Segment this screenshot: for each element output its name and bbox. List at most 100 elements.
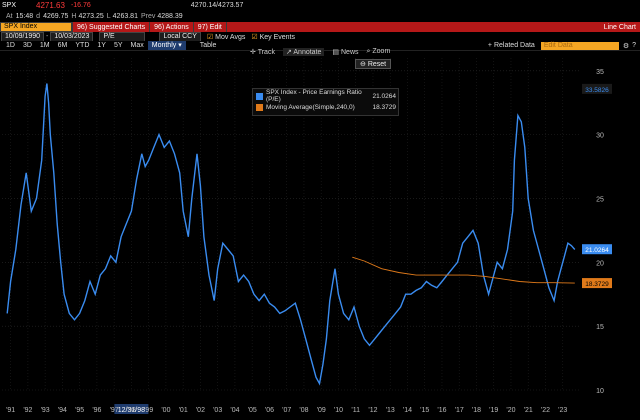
d-label: d — [36, 13, 41, 20]
legend-value-pe: 21.0264 — [372, 92, 397, 100]
period-buttons: 1D 3D 1M 6M YTD 1Y 5Y Max Monthly ▾ — [2, 41, 186, 50]
annotate-label: Annotate — [293, 49, 322, 56]
x-tick-label: '92 — [23, 407, 32, 414]
end-date-input[interactable]: 10/03/2023 — [50, 31, 94, 42]
legend-swatch-orange — [256, 103, 263, 111]
legend-value-ma: 18.3729 — [372, 103, 397, 111]
actions-menu[interactable]: 96) Actions — [150, 22, 193, 32]
last-value-label: 21.0264 — [585, 247, 609, 254]
x-tick-label: '06 — [265, 407, 274, 414]
pe-line-chart[interactable]: 12/31/98 10 15 20 25 30 35 '91 '92 '93 '94 '95 '96… — [0, 50, 640, 420]
line-tool-icon: ↗ — [285, 49, 292, 56]
y-tick-label: 30 — [596, 133, 604, 140]
high-label: H — [71, 13, 77, 20]
suggested-charts-menu[interactable]: 96) Suggested Charts — [73, 22, 150, 32]
x-tick-label: '10 — [334, 407, 343, 414]
start-date-input[interactable]: 10/09/1990 — [1, 31, 45, 42]
last-value-label: 33.5826 — [585, 87, 609, 94]
quote-details: At 15:48 d 4269.75 H 4273.25 L 4263.81 P… — [0, 11, 640, 22]
field-input[interactable]: P/E — [99, 31, 146, 42]
zoom-button[interactable]: ⌕ Zoom — [367, 48, 391, 56]
ticker-symbol[interactable]: SPX — [2, 2, 17, 9]
ticker-header: SPX 4271.63 -16.76 4270.14/4273.57 — [0, 0, 640, 11]
open-price: 4269.75 — [43, 13, 69, 20]
price-change: -16.76 — [70, 2, 91, 9]
plus-icon: + — [487, 42, 492, 49]
checkbox-icon: ☑ — [206, 33, 214, 41]
news-icon: ▤ — [332, 49, 340, 56]
menu-bar: SPX Index 96) Suggested Charts 96) Actio… — [0, 22, 640, 32]
x-tick-label: '98 — [127, 407, 136, 414]
security-field[interactable]: SPX Index — [1, 23, 71, 31]
x-tick-label: '04 — [230, 407, 239, 414]
annotate-button[interactable]: ↗ Annotate — [282, 48, 325, 56]
related-data-label: Related Data — [493, 42, 535, 49]
period-6m[interactable]: 6M — [57, 42, 68, 49]
x-tick-label: '97 — [110, 407, 119, 414]
quote-time: 15:48 — [15, 13, 34, 20]
chart-controls: 10/09/1990 - 10/03/2023 P/E Local CCY ☑ … — [0, 31, 640, 42]
period-monthly[interactable]: Monthly ▾ — [147, 41, 186, 50]
key-events-toggle[interactable]: ☑ Key Events — [251, 33, 295, 41]
x-tick-label: '22 — [541, 407, 550, 414]
x-tick-label: '09 — [317, 407, 326, 414]
mov-avgs-toggle[interactable]: ☑ Mov Avgs — [207, 33, 245, 41]
reset-button[interactable]: ⊖ Reset — [355, 59, 392, 69]
pe-series-line — [6, 83, 576, 386]
key-events-label: Key Events — [259, 33, 296, 41]
y-axis-ticks: 10 15 20 25 30 35 — [596, 69, 604, 395]
last-value-box — [582, 244, 612, 255]
x-tick-label: '18 — [472, 407, 481, 414]
edit-menu[interactable]: 97) Edit — [193, 22, 226, 32]
y-tick-label: 25 — [596, 196, 604, 203]
x-tick-label: '99 — [144, 407, 153, 414]
legend-item-pe[interactable]: SPX Index - Price Earnings Ratio (P/E) 2… — [256, 89, 397, 103]
x-tick-label: '17 — [455, 407, 464, 414]
x-marker: 12/31/98 — [114, 404, 149, 414]
series-lines — [6, 83, 576, 386]
last-value-box — [582, 278, 612, 289]
chart-type-title: Line Chart — [599, 22, 640, 32]
currency-select[interactable]: Local CCY — [159, 31, 201, 42]
x-tick-label: '13 — [386, 407, 395, 414]
period-1y[interactable]: 1Y — [97, 42, 106, 49]
x-tick-label: '12 — [368, 407, 377, 414]
track-button[interactable]: ✛ Track — [250, 48, 275, 56]
period-1d[interactable]: 1D — [6, 42, 15, 49]
y-tick-label: 35 — [596, 69, 604, 76]
period-3d[interactable]: 3D — [22, 42, 32, 49]
low-label: L — [106, 13, 111, 20]
news-label: News — [341, 49, 359, 56]
track-label: Track — [257, 49, 275, 56]
edit-data-input[interactable]: Edit Data — [540, 41, 619, 50]
moving-average-line — [352, 256, 575, 284]
x-tick-label: '94 — [58, 407, 67, 414]
x-tick-label: '01 — [179, 407, 188, 414]
settings-gear-icon[interactable]: ⚙ — [622, 42, 630, 50]
zoom-icon: ⌕ — [366, 48, 371, 55]
checkbox-icon: ☑ — [251, 33, 258, 41]
period-1m[interactable]: 1M — [39, 42, 50, 49]
x-tick-label: '02 — [196, 407, 205, 414]
table-button[interactable]: Table — [199, 42, 217, 49]
reset-icon: ⊖ — [360, 61, 366, 68]
period-ytd[interactable]: YTD — [75, 42, 90, 49]
legend-item-ma[interactable]: Moving Average(Simple,240,0) 18.3729 — [256, 102, 396, 112]
related-data-button[interactable]: + Related Data — [488, 42, 535, 49]
reset-label: Reset — [367, 61, 387, 68]
news-button[interactable]: ▤ News — [332, 48, 358, 56]
x-tick-label: '91 — [6, 407, 15, 414]
menu-filler — [226, 22, 600, 32]
x-tick-label: '07 — [282, 407, 291, 414]
help-icon[interactable]: ? — [632, 42, 636, 49]
y-tick-label: 20 — [596, 260, 604, 267]
zoom-label: Zoom — [372, 48, 391, 55]
high-price: 4273.25 — [78, 13, 104, 20]
period-max[interactable]: Max — [130, 42, 144, 49]
bid-ask: 4270.14/4273.57 — [190, 2, 244, 9]
last-value-box — [582, 83, 612, 94]
x-marker-box — [114, 404, 149, 414]
mov-avgs-label: Mov Avgs — [215, 33, 246, 41]
period-5y[interactable]: 5Y — [113, 42, 123, 49]
x-tick-label: '20 — [506, 407, 515, 414]
